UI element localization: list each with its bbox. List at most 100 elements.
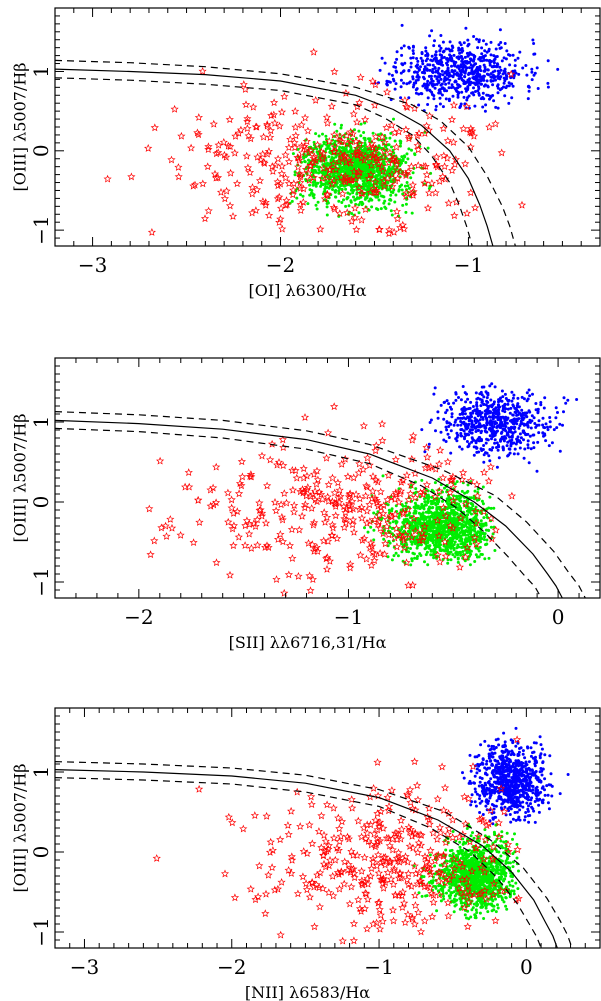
- scatter-point: [408, 526, 412, 530]
- scatter-point: [519, 441, 523, 445]
- star-point: [486, 462, 495, 471]
- scatter-point: [494, 105, 498, 109]
- star-point: [427, 178, 436, 187]
- scatter-point: [459, 102, 463, 106]
- scatter-point: [575, 398, 579, 401]
- star-point: [350, 213, 360, 222]
- star-point: [263, 120, 272, 129]
- scatter-point: [491, 417, 495, 421]
- star-point: [449, 483, 458, 492]
- scatter-point: [472, 53, 476, 57]
- star-point: [408, 580, 417, 589]
- star-point: [267, 439, 277, 448]
- star-point: [273, 194, 282, 203]
- star-point: [471, 507, 480, 516]
- star-point: [370, 101, 379, 109]
- scatter-point: [511, 84, 515, 88]
- star-point: [355, 459, 364, 468]
- scatter-point: [469, 549, 473, 553]
- scatter-point: [339, 126, 343, 130]
- star-point: [318, 154, 327, 163]
- scatter-point: [459, 432, 463, 435]
- scatter-point: [417, 75, 421, 79]
- star-point: [209, 119, 218, 128]
- scatter-point: [472, 445, 476, 449]
- scatter-point: [473, 416, 477, 420]
- scatter-point: [472, 93, 476, 97]
- scatter-point: [471, 504, 475, 508]
- scatter-point: [372, 170, 376, 173]
- scatter-point: [499, 437, 503, 441]
- scatter-point: [433, 74, 437, 78]
- scatter-point: [543, 433, 547, 437]
- star-point: [306, 492, 315, 500]
- scatter-point: [542, 406, 546, 410]
- scatter-point: [445, 428, 449, 432]
- scatter-point: [540, 747, 544, 751]
- scatter-point: [522, 397, 526, 401]
- scatter-point: [382, 537, 386, 541]
- scatter-point: [390, 509, 394, 513]
- scatter-point: [448, 405, 452, 409]
- scatter-point: [471, 528, 475, 532]
- scatter-point: [532, 416, 536, 420]
- star-point: [323, 118, 332, 127]
- scatter-point: [415, 57, 419, 60]
- scatter-point: [453, 513, 457, 517]
- star-point: [264, 211, 274, 219]
- scatter-point: [525, 422, 529, 426]
- scatter-point: [423, 560, 426, 564]
- star-point: [484, 476, 493, 485]
- scatter-point: [455, 502, 458, 506]
- scatter-point: [408, 530, 412, 534]
- star-point: [346, 159, 355, 167]
- scatter-point: [391, 148, 395, 152]
- star-point: [385, 148, 394, 157]
- scatter-point: [477, 38, 481, 42]
- star-point: [360, 155, 369, 164]
- star-point: [336, 492, 345, 501]
- scatter-point: [452, 494, 456, 498]
- scatter-point: [417, 532, 421, 536]
- scatter-point: [528, 434, 532, 438]
- scatter-point: [344, 187, 348, 191]
- star-point: [369, 143, 378, 152]
- scatter-point: [564, 401, 568, 405]
- star-point: [406, 480, 416, 489]
- star-point: [383, 515, 392, 524]
- scatter-point: [386, 555, 390, 559]
- star-point: [406, 489, 415, 498]
- star-point: [387, 170, 397, 178]
- star-point: [243, 117, 252, 126]
- scatter-point: [421, 62, 425, 66]
- scatter-point: [455, 439, 459, 443]
- scatter-point: [487, 556, 491, 560]
- scatter-point: [363, 197, 367, 201]
- scatter-point: [508, 435, 512, 439]
- star-point: [348, 497, 357, 506]
- star-point: [318, 173, 327, 182]
- scatter-point: [340, 123, 343, 127]
- star-point: [440, 162, 449, 171]
- scatter-point: [464, 400, 468, 404]
- star-point: [327, 179, 337, 188]
- star-point: [394, 127, 403, 136]
- scatter-point: [401, 192, 405, 196]
- scatter-point: [526, 425, 530, 429]
- scatter-point: [474, 505, 478, 509]
- scatter-point: [442, 544, 446, 548]
- star-point: [311, 155, 320, 164]
- scatter-point: [527, 89, 531, 93]
- star-point: [198, 179, 207, 188]
- star-point: [450, 160, 459, 168]
- scatter-point: [405, 152, 409, 156]
- scatter-point: [426, 510, 430, 514]
- star-point: [237, 457, 246, 466]
- star-point: [311, 486, 320, 495]
- y-tick-label: −1: [29, 567, 53, 596]
- scatter-point: [445, 408, 449, 412]
- scatter-point: [477, 85, 480, 89]
- star-point: [194, 113, 203, 121]
- star-point: [278, 224, 287, 233]
- scatter-point: [431, 67, 435, 71]
